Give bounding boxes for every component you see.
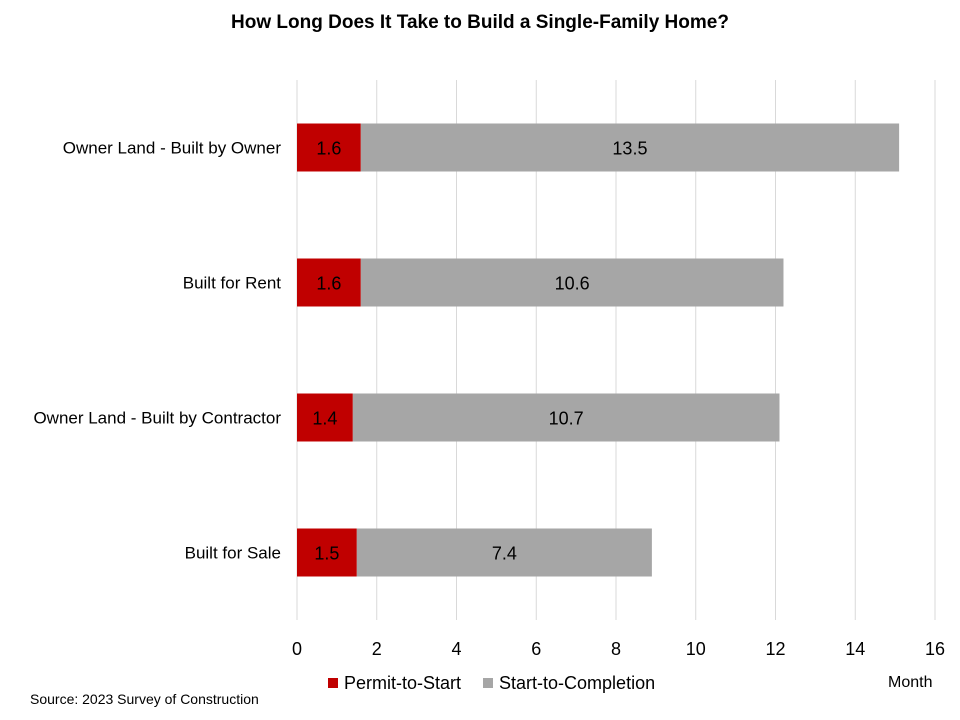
bar-completion <box>356 528 652 577</box>
x-tick-label: 12 <box>765 639 785 659</box>
x-tick-label: 0 <box>292 639 302 659</box>
bar-permit <box>297 393 353 442</box>
x-tick-label: 6 <box>531 639 541 659</box>
bar-completion <box>360 123 900 172</box>
x-tick-label: 8 <box>611 639 621 659</box>
bar-completion <box>360 258 784 307</box>
legend: Permit-to-Start Start-to-Completion <box>328 672 677 694</box>
bar-permit <box>297 123 361 172</box>
source-note: Source: 2023 Survey of Construction <box>30 691 259 707</box>
data-label-completion: 7.4 <box>492 544 517 564</box>
legend-item-permit: Permit-to-Start <box>328 673 461 694</box>
data-label-permit: 1.5 <box>314 544 339 564</box>
data-label-completion: 10.7 <box>549 409 584 429</box>
x-tick-label: 14 <box>845 639 865 659</box>
data-label-completion: 13.5 <box>612 139 647 159</box>
data-label-permit: 1.6 <box>316 274 341 294</box>
legend-label-completion: Start-to-Completion <box>499 672 656 693</box>
bar-completion <box>352 393 780 442</box>
legend-item-completion: Start-to-Completion <box>483 673 655 694</box>
legend-swatch-permit <box>328 678 338 688</box>
x-tick-label: 10 <box>686 639 706 659</box>
legend-label-permit: Permit-to-Start <box>344 672 462 693</box>
category-label: Owner Land - Built by Contractor <box>33 409 281 428</box>
chart-title: How Long Does It Take to Build a Single-… <box>231 12 729 33</box>
bar-permit <box>297 258 361 307</box>
x-tick-label: 2 <box>372 639 382 659</box>
x-tick-label: 4 <box>451 639 461 659</box>
x-axis-unit-label: Month <box>888 674 933 691</box>
category-label: Owner Land - Built by Owner <box>63 139 282 158</box>
category-label: Built for Sale <box>185 544 281 563</box>
legend-swatch-completion <box>483 678 494 688</box>
category-label: Built for Rent <box>183 274 282 293</box>
data-label-permit: 1.6 <box>316 139 341 159</box>
bar-permit <box>297 528 357 577</box>
data-label-permit: 1.4 <box>312 409 337 429</box>
x-tick-label: 16 <box>925 639 945 659</box>
data-label-completion: 10.6 <box>555 274 590 294</box>
